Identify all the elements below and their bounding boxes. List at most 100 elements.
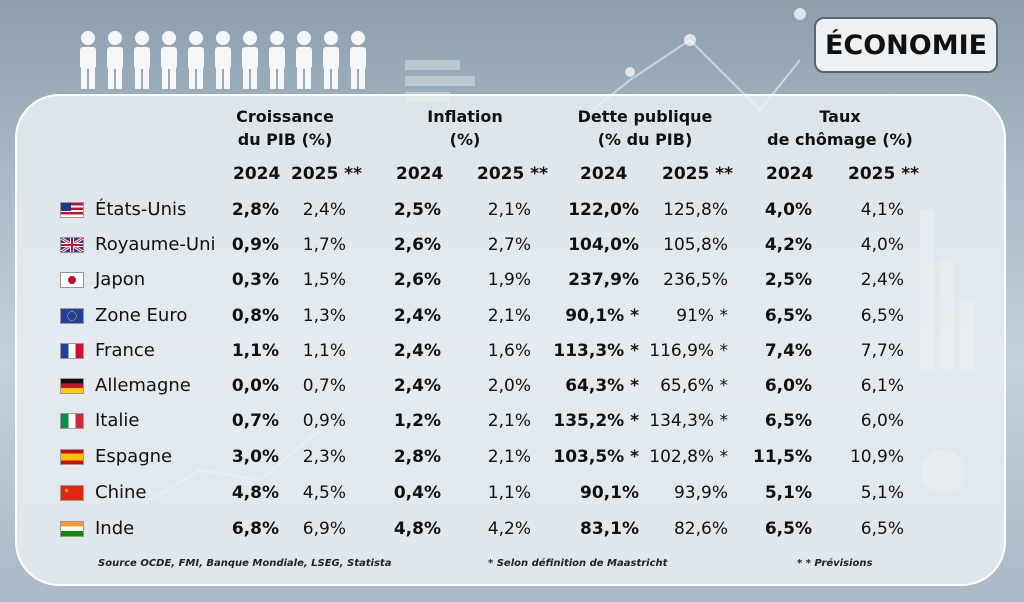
country-name: Allemagne [95,375,191,396]
unemployment-2025: 6,5% [860,519,904,539]
country-name: Royaume-Uni [95,234,216,255]
debt-2024: 122,0% [568,200,639,220]
debt-2024: 135,2% * [553,411,639,431]
gdp-2024: 6,8% [231,519,279,539]
unemployment-2025: 7,7% [860,341,904,361]
debt-2024: 103,5% * [553,447,639,467]
unemployment-2024: 2,5% [764,270,812,290]
inflation-2025: 2,1% [487,200,531,220]
debt-2025: 91% * [676,306,728,326]
unemployment-2025: 6,5% [860,306,904,326]
table-row: Zone Euro 0,8% 1,3% 2,4% 2,1% 90,1% * 91… [0,300,1024,336]
gdp-2024: 0,9% [231,235,279,255]
inflation-2025: 1,6% [487,341,531,361]
debt-2024: 64,3% * [565,376,639,396]
debt-2024: 90,1% * [565,306,639,326]
country-name: Italie [95,410,140,431]
france-flag-icon [60,343,84,359]
year-debt-2025: 2025 ** [662,164,734,184]
header-gdp-line2: du PIB (%) [237,130,333,149]
inflation-2024: 2,4% [393,306,441,326]
eu-flag-icon [60,308,84,324]
gdp-2025: 1,5% [302,270,346,290]
unemployment-2025: 4,0% [860,235,904,255]
year-debt-2024: 2024 [580,164,628,184]
inflation-2024: 2,4% [393,341,441,361]
debt-2024: 83,1% [580,519,639,539]
uk-flag-icon [60,237,84,253]
inflation-2024: 0,4% [393,483,441,503]
maastricht-note: * Selon définition de Maastricht [488,558,668,569]
year-unemployment-2024: 2024 [766,164,814,184]
source-note: Source OCDE, FMI, Banque Mondiale, LSEG,… [98,558,392,569]
header-inflation-line2: (%) [449,130,481,149]
unemployment-2025: 6,1% [860,376,904,396]
header-debt-line2: (% du PIB) [597,130,693,149]
unemployment-2024: 6,5% [764,411,812,431]
forecast-note: * * Prévisions [797,558,873,569]
inflation-2025: 1,9% [487,270,531,290]
gdp-2025: 2,4% [302,200,346,220]
debt-2025: 105,8% [663,235,728,255]
year-gdp-2025: 2025 ** [291,164,363,184]
inflation-2024: 2,5% [393,200,441,220]
inflation-2024: 2,6% [393,235,441,255]
unemployment-2025: 5,1% [860,483,904,503]
country-name: Japon [95,269,146,290]
inflation-2025: 2,1% [487,306,531,326]
inflation-2024: 1,2% [393,411,441,431]
unemployment-2024: 4,0% [764,200,812,220]
table-row: Allemagne 0,0% 0,7% 2,4% 2,0% 64,3% * 65… [0,370,1024,406]
gdp-2024: 0,7% [231,411,279,431]
unemployment-2024: 6,5% [764,519,812,539]
year-unemployment-2025: 2025 ** [848,164,920,184]
debt-2025: 236,5% [663,270,728,290]
india-flag-icon [60,521,84,537]
china-flag-icon [60,485,84,501]
country-name: États-Unis [95,199,187,220]
gdp-2024: 0,8% [231,306,279,326]
germany-flag-icon [60,378,84,394]
unemployment-2024: 11,5% [753,447,812,467]
inflation-2025: 2,0% [487,376,531,396]
gdp-2024: 0,3% [231,270,279,290]
gdp-2024: 4,8% [231,483,279,503]
table-row: Chine 4,8% 4,5% 0,4% 1,1% 90,1% 93,9% 5,… [0,477,1024,513]
inflation-2025: 2,7% [487,235,531,255]
debt-2025: 125,8% [663,200,728,220]
inflation-2025: 2,1% [487,411,531,431]
header-unemployment: Taux de chômage (%) [760,105,920,151]
debt-2025: 134,3% * [649,411,728,431]
header-inflation-line1: Inflation [427,107,503,126]
header-inflation: Inflation (%) [405,105,525,151]
debt-2025: 116,9% * [649,341,728,361]
gdp-2024: 1,1% [231,341,279,361]
header-gdp-line1: Croissance [236,107,334,126]
spain-flag-icon [60,449,84,465]
header-debt: Dette publique (% du PIB) [570,105,720,151]
country-name: Inde [95,518,135,539]
debt-2024: 113,3% * [553,341,639,361]
unemployment-2024: 6,0% [764,376,812,396]
header-debt-line1: Dette publique [577,107,713,126]
japan-flag-icon [60,272,84,288]
data-table-panel [15,94,1006,586]
gdp-2025: 6,9% [302,519,346,539]
inflation-2025: 4,2% [487,519,531,539]
country-name: Chine [95,482,147,503]
unemployment-2024: 4,2% [764,235,812,255]
country-name: France [95,340,155,361]
unemployment-2024: 5,1% [764,483,812,503]
table-row: États-Unis 2,8% 2,4% 2,5% 2,1% 122,0% 12… [0,194,1024,230]
inflation-2024: 2,8% [393,447,441,467]
header-unemployment-line1: Taux [819,107,861,126]
debt-2024: 90,1% [580,483,639,503]
debt-2025: 65,6% * [660,376,728,396]
inflation-2024: 2,4% [393,376,441,396]
gdp-2024: 3,0% [231,447,279,467]
inflation-2025: 1,1% [487,483,531,503]
us-flag-icon [60,202,84,218]
year-inflation-2024: 2024 [396,164,444,184]
table-row: Inde 6,8% 6,9% 4,8% 4,2% 83,1% 82,6% 6,5… [0,513,1024,549]
unemployment-2024: 6,5% [764,306,812,326]
